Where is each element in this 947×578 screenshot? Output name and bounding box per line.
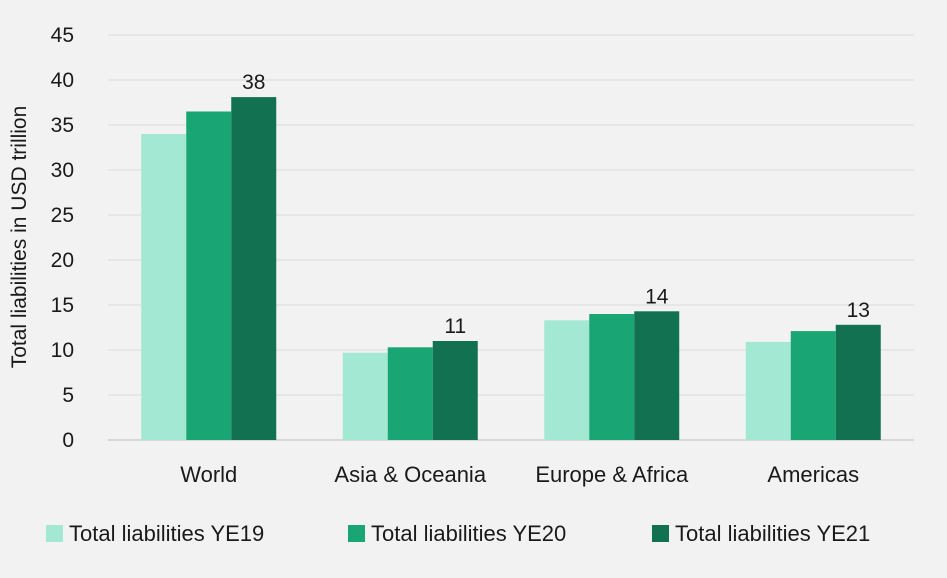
y-tick-label: 45: [51, 24, 74, 47]
x-axis-categories: World Asia & Oceania Europe & Africa Americ…: [180, 462, 859, 487]
bar-1-3: [544, 320, 590, 440]
x-category-label: Asia & Oceania: [334, 462, 486, 487]
y-axis-ticks: 0 5 10 15 20 25 30 35 40 45: [51, 24, 74, 452]
legend-swatch: [652, 525, 669, 542]
bar-2-1: [186, 111, 232, 440]
data-label: 14: [645, 285, 669, 308]
x-category-label: Americas: [767, 462, 859, 487]
y-tick-label: 25: [51, 204, 74, 227]
x-category-label: World: [180, 462, 237, 487]
bar-3-1: [231, 97, 277, 440]
bar-3-4: [835, 324, 881, 440]
bars: [141, 97, 881, 440]
bar-1-2: [342, 352, 388, 440]
bar-2-3: [589, 314, 635, 440]
y-tick-label: 15: [51, 294, 74, 317]
bar-1-1: [141, 134, 187, 440]
legend-swatch: [348, 525, 365, 542]
bar-3-2: [432, 341, 478, 440]
data-label: 11: [444, 315, 466, 338]
data-label: 13: [847, 299, 870, 322]
legend-label: Total liabilities YE19: [69, 521, 264, 546]
data-label: 38: [242, 71, 265, 94]
legend-swatch: [46, 525, 63, 542]
y-tick-label: 0: [62, 429, 74, 452]
data-labels: 38 11 14 13: [242, 71, 870, 338]
y-tick-label: 5: [62, 384, 74, 407]
bar-2-4: [790, 331, 836, 440]
y-axis-label: Total liabilities in USD trillion: [8, 106, 31, 369]
bar-2-2: [387, 347, 433, 440]
bar-3-3: [634, 311, 680, 440]
legend-label: Total liabilities YE21: [675, 521, 870, 546]
y-tick-label: 35: [51, 114, 74, 137]
y-tick-label: 10: [51, 339, 74, 362]
bar-1-4: [745, 341, 791, 440]
legend: Total liabilities YE19 Total liabilities …: [46, 521, 870, 546]
x-category-label: Europe & Africa: [535, 462, 689, 487]
legend-label: Total liabilities YE20: [371, 521, 566, 546]
y-tick-label: 20: [51, 249, 74, 272]
y-tick-label: 40: [51, 69, 74, 92]
y-tick-label: 30: [51, 159, 74, 182]
